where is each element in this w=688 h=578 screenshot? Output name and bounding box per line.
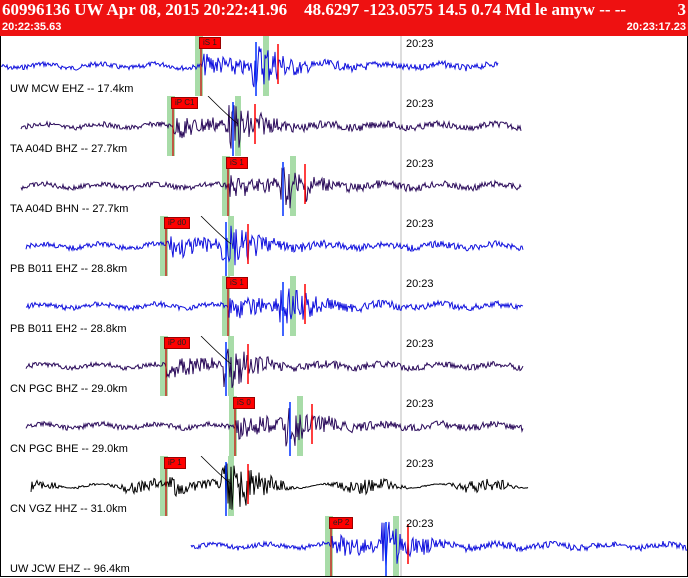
station-label: UW MCW EHZ -- 17.4km: [10, 83, 134, 95]
minute-label: 20:23: [406, 38, 434, 50]
station-label: PB B011 EHZ -- 28.8km: [10, 263, 128, 275]
minute-label: 20:23: [406, 98, 434, 110]
minute-label: 20:23: [406, 218, 434, 230]
station-label: CN PGC BHZ -- 29.0km: [10, 383, 128, 395]
minute-label: 20:23: [406, 398, 434, 410]
pick-tag[interactable]: iP d0: [164, 337, 191, 349]
waveform-trace: [1, 46, 499, 88]
pick-tag[interactable]: eP 2: [329, 517, 354, 529]
waveform-trace: [30, 463, 529, 510]
waveform-plot: [25, 396, 524, 456]
trace-panel: 20:23 iP 1 CN VGZ HHZ -- 31.0km: [0, 456, 688, 517]
end-time: 20:23:17.23: [626, 21, 686, 33]
minute-label: 20:23: [406, 518, 434, 530]
waveform-trace: [20, 166, 522, 209]
station-label: TA A04D BHN -- 27.7km: [10, 203, 129, 215]
minute-label: 20:23: [406, 338, 434, 350]
waveform-plot: [20, 96, 522, 156]
station-label: CN PGC BHE -- 29.0km: [10, 443, 128, 455]
minute-label: 20:23: [406, 278, 434, 290]
waveform-trace: [25, 288, 524, 324]
event-extra: 3: [677, 0, 687, 19]
waveform-plot: [190, 516, 687, 576]
waveform-plot: [25, 216, 524, 276]
phase-window-band: [290, 156, 296, 216]
phase-window-band: [160, 456, 168, 516]
station-label: TA A04D BHZ -- 27.7km: [10, 143, 128, 155]
pick-tag[interactable]: iP d0: [164, 217, 191, 229]
travel-time-curve: [200, 216, 232, 245]
phase-window-band: [325, 516, 333, 576]
travel-time-curve: [200, 456, 232, 485]
trace-panel: 20:23 iS 1 UW MCW EHZ -- 17.4km: [0, 36, 688, 97]
waveform-trace: [25, 348, 524, 388]
station-label: CN VGZ HHZ -- 31.0km: [10, 503, 127, 515]
phase-window-band: [222, 276, 230, 336]
trace-panel: 20:23 iP d0 CN PGC BHZ -- 29.0km: [0, 336, 688, 397]
phase-window-band: [228, 216, 234, 276]
waveform-plot: [30, 456, 529, 516]
waveform-plot: [25, 276, 524, 336]
travel-time-curve: [200, 336, 232, 365]
event-title: 60996136 UW Apr 08, 2015 20:22:41.96 48.…: [2, 0, 627, 19]
station-label: UW JCW EHZ -- 96.4km: [10, 563, 130, 575]
waveform-trace: [25, 408, 524, 447]
phase-window-band: [263, 36, 269, 96]
pick-tag[interactable]: iP 1: [164, 457, 186, 469]
station-label: PB B011 EH2 -- 28.8km: [10, 323, 127, 335]
phase-window-band: [160, 336, 168, 396]
pick-tag[interactable]: iP C1: [171, 97, 199, 109]
trace-panel: 20:23 eP 2 UW JCW EHZ -- 96.4km: [0, 516, 688, 577]
trace-panel: 20:23 iS 1 PB B011 EH2 -- 28.8km: [0, 276, 688, 337]
start-time: 20:22:35.63: [2, 21, 62, 33]
phase-window-band: [160, 216, 168, 276]
waveform-trace: [190, 521, 687, 567]
minute-label: 20:23: [406, 458, 434, 470]
trace-panel: 20:23 iS 0 CN PGC BHE -- 29.0km: [0, 396, 688, 457]
trace-panel: 20:23 iS 1 TA A04D BHN -- 27.7km: [0, 156, 688, 217]
travel-time-curve: [207, 96, 239, 125]
waveform-plot: [25, 336, 524, 396]
minute-label: 20:23: [406, 158, 434, 170]
event-header: 60996136 UW Apr 08, 2015 20:22:41.96 48.…: [0, 0, 688, 36]
pick-tag[interactable]: iS 1: [226, 157, 248, 169]
waveform-trace: [25, 225, 524, 266]
trace-panel: 20:23 iP d0 PB B011 EHZ -- 28.8km: [0, 216, 688, 277]
pick-tag[interactable]: iS 1: [226, 277, 248, 289]
waveform-trace: [20, 105, 522, 149]
pick-tag[interactable]: iS 0: [233, 397, 255, 409]
pick-tag[interactable]: iS 1: [199, 37, 221, 49]
waveform-plot: [1, 36, 499, 96]
phase-window-band: [290, 276, 296, 336]
waveform-plot: [20, 156, 522, 216]
trace-panel: 20:23 iP C1 TA A04D BHZ -- 27.7km: [0, 96, 688, 157]
